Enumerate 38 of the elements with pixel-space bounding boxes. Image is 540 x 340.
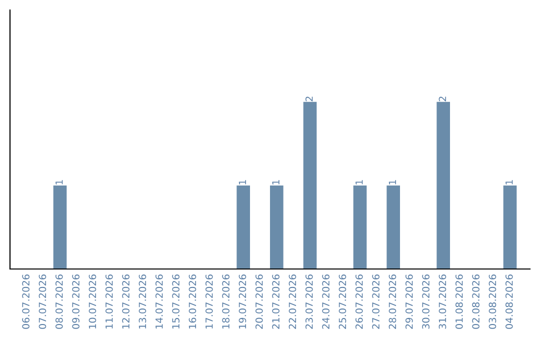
data-label: 1 <box>272 180 280 184</box>
x-tick-label: 02.08.2026 <box>472 274 480 329</box>
x-tick-label: 12.07.2026 <box>122 274 130 328</box>
x-tick-label: 11.07.2026 <box>105 274 113 328</box>
x-tick-label: 17.07.2026 <box>205 274 213 328</box>
x-tick-label: 24.07.2026 <box>322 274 330 329</box>
data-label: 1 <box>356 180 363 184</box>
x-tick-label: 13.07.2026 <box>138 274 146 328</box>
x-tick-label: 27.07.2026 <box>372 274 380 329</box>
x-tick-label: 14.07.2026 <box>155 274 163 328</box>
x-tick-label: 09.07.2026 <box>72 274 80 329</box>
x-tick-label: 10.07.2026 <box>88 274 96 328</box>
data-label: 2 <box>438 96 446 102</box>
x-tick-label: 15.07.2026 <box>172 274 180 328</box>
data-label: 1 <box>56 180 63 184</box>
x-tick-label: 29.07.2026 <box>405 274 413 329</box>
x-tick-label: 23.07.2026 <box>305 274 313 329</box>
x-tick-label: 20.07.2026 <box>255 274 263 329</box>
x-tick-label: 07.07.2026 <box>38 274 46 329</box>
x-tick-label: 03.08.2026 <box>488 274 496 329</box>
x-tick-label: 30.07.2026 <box>422 274 430 329</box>
data-label: 1 <box>388 180 396 184</box>
x-tick-label: 08.07.2026 <box>55 274 63 329</box>
x-tick-label: 01.08.2026 <box>455 274 463 329</box>
x-tick-label: 16.07.2026 <box>188 274 196 328</box>
x-tick-label: 26.07.2026 <box>355 274 363 329</box>
x-tick-label: 28.07.2026 <box>388 274 396 329</box>
x-tick-label: 19.07.2026 <box>238 274 246 328</box>
x-tick-label: 04.08.2026 <box>505 274 513 329</box>
data-label: 2 <box>305 96 313 102</box>
data-label: 1 <box>506 180 513 184</box>
x-tick-label: 21.07.2026 <box>272 274 280 329</box>
x-tick-label: 18.07.2026 <box>222 274 230 328</box>
data-label: 1 <box>238 180 246 184</box>
x-tick-label: 06.07.2026 <box>22 274 30 329</box>
x-tick-label: 25.07.2026 <box>338 274 346 329</box>
x-tick-label: 31.07.2026 <box>438 274 446 329</box>
x-tick-label: 22.07.2026 <box>288 274 296 329</box>
